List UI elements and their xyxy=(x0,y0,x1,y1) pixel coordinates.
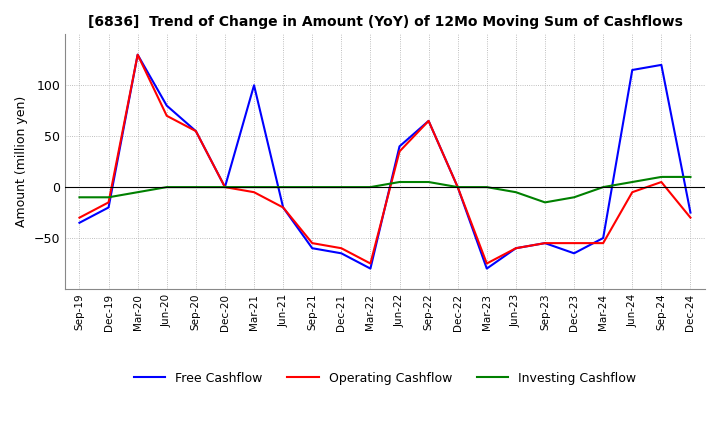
Investing Cashflow xyxy=(220,184,229,190)
Investing Cashflow xyxy=(482,184,491,190)
Operating Cashflow xyxy=(163,113,171,118)
Operating Cashflow xyxy=(337,246,346,251)
Investing Cashflow xyxy=(163,184,171,190)
Operating Cashflow xyxy=(250,190,258,195)
Y-axis label: Amount (million yen): Amount (million yen) xyxy=(15,96,28,227)
Free Cashflow xyxy=(366,266,374,271)
Operating Cashflow xyxy=(686,215,695,220)
Operating Cashflow xyxy=(541,241,549,246)
Title: [6836]  Trend of Change in Amount (YoY) of 12Mo Moving Sum of Cashflows: [6836] Trend of Change in Amount (YoY) o… xyxy=(88,15,683,29)
Free Cashflow xyxy=(657,62,666,67)
Line: Operating Cashflow: Operating Cashflow xyxy=(79,55,690,264)
Operating Cashflow xyxy=(454,184,462,190)
Investing Cashflow xyxy=(628,180,636,185)
Line: Investing Cashflow: Investing Cashflow xyxy=(79,177,690,202)
Operating Cashflow xyxy=(482,261,491,266)
Free Cashflow xyxy=(250,83,258,88)
Operating Cashflow xyxy=(104,200,113,205)
Operating Cashflow xyxy=(75,215,84,220)
Investing Cashflow xyxy=(308,184,317,190)
Operating Cashflow xyxy=(192,128,200,134)
Operating Cashflow xyxy=(628,190,636,195)
Operating Cashflow xyxy=(366,261,374,266)
Investing Cashflow xyxy=(104,194,113,200)
Investing Cashflow xyxy=(657,174,666,180)
Operating Cashflow xyxy=(657,180,666,185)
Investing Cashflow xyxy=(541,200,549,205)
Free Cashflow xyxy=(628,67,636,73)
Investing Cashflow xyxy=(192,184,200,190)
Line: Free Cashflow: Free Cashflow xyxy=(79,55,690,268)
Free Cashflow xyxy=(133,52,142,57)
Investing Cashflow xyxy=(366,184,374,190)
Free Cashflow xyxy=(192,128,200,134)
Free Cashflow xyxy=(686,210,695,215)
Free Cashflow xyxy=(163,103,171,108)
Investing Cashflow xyxy=(133,190,142,195)
Investing Cashflow xyxy=(279,184,287,190)
Operating Cashflow xyxy=(424,118,433,124)
Free Cashflow xyxy=(424,118,433,124)
Investing Cashflow xyxy=(512,190,521,195)
Free Cashflow xyxy=(482,266,491,271)
Free Cashflow xyxy=(454,184,462,190)
Free Cashflow xyxy=(570,251,578,256)
Operating Cashflow xyxy=(570,241,578,246)
Operating Cashflow xyxy=(395,149,404,154)
Operating Cashflow xyxy=(308,241,317,246)
Operating Cashflow xyxy=(220,184,229,190)
Free Cashflow xyxy=(308,246,317,251)
Free Cashflow xyxy=(541,241,549,246)
Investing Cashflow xyxy=(250,184,258,190)
Legend: Free Cashflow, Operating Cashflow, Investing Cashflow: Free Cashflow, Operating Cashflow, Inves… xyxy=(129,367,642,390)
Free Cashflow xyxy=(75,220,84,225)
Investing Cashflow xyxy=(686,174,695,180)
Free Cashflow xyxy=(395,144,404,149)
Free Cashflow xyxy=(220,184,229,190)
Operating Cashflow xyxy=(133,52,142,57)
Operating Cashflow xyxy=(512,246,521,251)
Investing Cashflow xyxy=(454,184,462,190)
Investing Cashflow xyxy=(395,180,404,185)
Investing Cashflow xyxy=(424,180,433,185)
Free Cashflow xyxy=(279,205,287,210)
Free Cashflow xyxy=(599,235,608,241)
Investing Cashflow xyxy=(599,184,608,190)
Free Cashflow xyxy=(337,251,346,256)
Free Cashflow xyxy=(104,205,113,210)
Investing Cashflow xyxy=(75,194,84,200)
Free Cashflow xyxy=(512,246,521,251)
Operating Cashflow xyxy=(279,205,287,210)
Investing Cashflow xyxy=(337,184,346,190)
Operating Cashflow xyxy=(599,241,608,246)
Investing Cashflow xyxy=(570,194,578,200)
